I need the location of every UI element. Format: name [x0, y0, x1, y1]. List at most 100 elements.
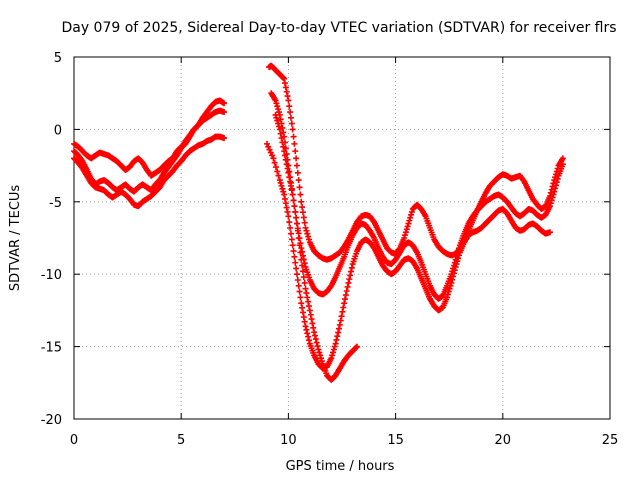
data-point [346, 276, 353, 283]
data-point [291, 140, 298, 147]
data-point [445, 288, 452, 295]
x-tick-label: 0 [70, 433, 78, 448]
data-point [446, 285, 453, 292]
data-point [284, 165, 291, 172]
data-point [288, 236, 295, 243]
data-point [221, 135, 228, 142]
data-point [340, 304, 347, 311]
data-point [401, 235, 408, 241]
data-point [404, 223, 411, 230]
data-point [408, 211, 415, 218]
data-point [329, 349, 336, 356]
data-point [554, 175, 561, 182]
data-point [335, 329, 342, 336]
data-point [402, 232, 409, 239]
data-point [277, 116, 284, 123]
data-point [275, 172, 282, 179]
data-point [302, 323, 309, 330]
data-point [406, 217, 413, 224]
data-point [272, 97, 279, 104]
data-point [297, 294, 304, 301]
data-point [295, 235, 302, 241]
data-point [311, 332, 318, 339]
axis-ticks [73, 56, 611, 420]
data-point [337, 317, 344, 324]
data-point [547, 200, 554, 207]
data-point [286, 219, 293, 226]
series-track-g [272, 111, 361, 383]
data-point [279, 139, 286, 146]
data-point [286, 103, 293, 110]
data-point [341, 300, 348, 307]
data-point [303, 290, 310, 297]
data-point [301, 279, 308, 286]
data-point [290, 197, 297, 204]
data-point [273, 114, 280, 121]
data-point [291, 203, 298, 210]
data-point [298, 256, 305, 263]
data-point [407, 214, 414, 221]
tick-labels: 0 5 10 15 20 25 5 0 -5 -10 -15 -20 [41, 51, 619, 448]
data-point [302, 224, 309, 231]
data-point [289, 242, 296, 249]
data-point [312, 336, 319, 343]
data-point [318, 358, 325, 365]
data-point [282, 156, 289, 163]
data-point [454, 258, 461, 265]
y-tick-label: 5 [54, 51, 62, 66]
data-point [286, 174, 293, 181]
data-point [270, 155, 277, 162]
data-point [296, 288, 303, 295]
data-point [353, 344, 360, 351]
data-point [293, 265, 300, 272]
x-tick-label: 20 [495, 433, 512, 448]
x-tick-label: 10 [280, 433, 297, 448]
data-point [456, 252, 463, 259]
data-point [283, 88, 290, 95]
data-point [408, 208, 415, 215]
data-point [290, 133, 297, 140]
data-point [281, 148, 288, 155]
data-point [450, 273, 457, 280]
y-tick-label: 0 [54, 123, 62, 138]
data-point [550, 191, 557, 198]
data-point [317, 355, 324, 362]
data-point [549, 194, 556, 201]
x-tick-label: 15 [387, 433, 404, 448]
data-point [287, 109, 294, 116]
data-point [305, 337, 312, 344]
data-point [273, 100, 280, 107]
data-point [329, 352, 336, 359]
data-point [305, 303, 312, 310]
data-point [344, 283, 351, 290]
data-point [299, 252, 306, 259]
data-point [297, 249, 304, 256]
data-point [295, 177, 302, 184]
data-point [559, 155, 566, 162]
data-point [294, 169, 301, 176]
data-point [335, 325, 342, 332]
data-point [280, 143, 287, 150]
data-point [294, 227, 301, 234]
x-tick-label: 25 [602, 433, 619, 448]
data-point [296, 242, 303, 249]
data-point [287, 230, 294, 237]
data-point [553, 179, 560, 186]
data-point [274, 103, 281, 110]
data-point [303, 326, 310, 333]
data-point [283, 204, 290, 211]
data-point [299, 268, 306, 275]
data-point [299, 304, 306, 311]
data-point [450, 270, 457, 277]
data-point [317, 352, 324, 359]
data-point [287, 224, 294, 231]
data-point [449, 276, 456, 283]
data-point [288, 187, 295, 194]
data-point [328, 355, 335, 362]
data-point [330, 346, 337, 353]
data-point [291, 253, 298, 260]
data-point [288, 120, 295, 127]
data-point [285, 97, 292, 104]
data-point [284, 208, 291, 215]
